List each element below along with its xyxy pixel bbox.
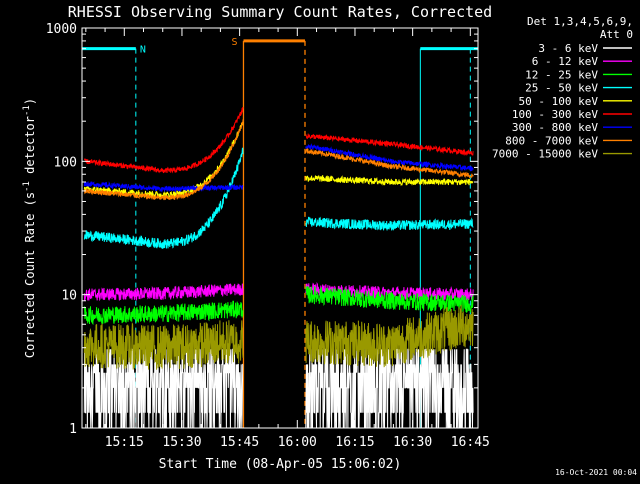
x-tick-label: 16:00 xyxy=(278,435,317,450)
y-tick-label: 100 xyxy=(54,155,77,170)
series-300-800-kev xyxy=(83,143,474,194)
series-line xyxy=(305,216,474,231)
timestamp: 16-Oct-2021 00:04 xyxy=(555,468,637,477)
series-line xyxy=(305,133,474,156)
series-line xyxy=(305,147,474,179)
y-tick-label: 1000 xyxy=(46,22,77,37)
x-tick-label: 15:45 xyxy=(220,435,259,450)
legend-label: 300 - 800 keV xyxy=(512,121,598,134)
series-line xyxy=(305,285,474,313)
series-line xyxy=(83,320,244,370)
legend-label: 25 - 50 keV xyxy=(525,82,598,95)
y-axis-label: Corrected Count Rate (s-1 detector-1) xyxy=(22,98,37,358)
x-tick-label: 16:45 xyxy=(451,435,490,450)
legend-label: 3 - 6 keV xyxy=(538,42,598,55)
legend-label: 800 - 7000 keV xyxy=(505,134,598,147)
series-line xyxy=(83,119,244,201)
y-axis-label-sup: -1 xyxy=(22,181,32,192)
series-7000-15000-kev xyxy=(83,304,474,370)
series-100-300-kev xyxy=(83,106,474,174)
x-tick-label: 16:30 xyxy=(393,435,432,450)
flag-label: N xyxy=(140,45,146,56)
y-tick-label: 1 xyxy=(69,422,77,437)
y-axis-label-part: ) xyxy=(23,98,37,105)
series-line xyxy=(83,180,244,194)
legend-label: 7000 - 15000 keV xyxy=(492,148,598,161)
series-800-7000-kev xyxy=(83,119,474,201)
legend-header-line: Det 1,3,4,5,6,9, xyxy=(527,15,633,28)
legend-label: 6 - 12 keV xyxy=(532,55,599,68)
legend-label: 100 - 300 keV xyxy=(512,108,598,121)
x-tick-label: 15:15 xyxy=(105,435,144,450)
plot-frame xyxy=(81,27,479,429)
series-line xyxy=(83,300,244,326)
series-12-25-kev xyxy=(83,285,474,326)
legend-header: Det 1,3,4,5,6,9, Att 0 xyxy=(527,15,633,41)
chart-title: RHESSI Observing Summary Count Rates, Co… xyxy=(68,3,492,21)
legend-header-line: Att 0 xyxy=(600,28,633,41)
x-tick-label: 15:30 xyxy=(162,435,201,450)
series-line xyxy=(83,348,244,429)
series-line xyxy=(305,304,474,368)
legend-label: 12 - 25 keV xyxy=(525,68,598,81)
y-tick-label: 10 xyxy=(61,289,77,304)
x-axis-label: Start Time (08-Apr-05 15:06:02) xyxy=(159,457,402,472)
series-line xyxy=(83,147,244,249)
y-axis-label-sup: -1 xyxy=(22,105,32,116)
series-25-50-kev xyxy=(83,147,474,249)
x-tick-label: 16:15 xyxy=(335,435,374,450)
series-line xyxy=(305,143,474,172)
series-line xyxy=(83,282,244,302)
y-axis-label-part: detector xyxy=(23,116,37,181)
series-line xyxy=(305,174,474,187)
plot-area: N S 1 10 100 1000 15:15 15:30 15:45 16:00 16:15 16:… xyxy=(46,22,490,450)
y-axis-label-part: Corrected Count Rate (s xyxy=(23,192,37,358)
flag-label: S xyxy=(231,37,237,48)
legend-label: 50 - 100 keV xyxy=(519,95,599,108)
series-line xyxy=(83,106,244,174)
